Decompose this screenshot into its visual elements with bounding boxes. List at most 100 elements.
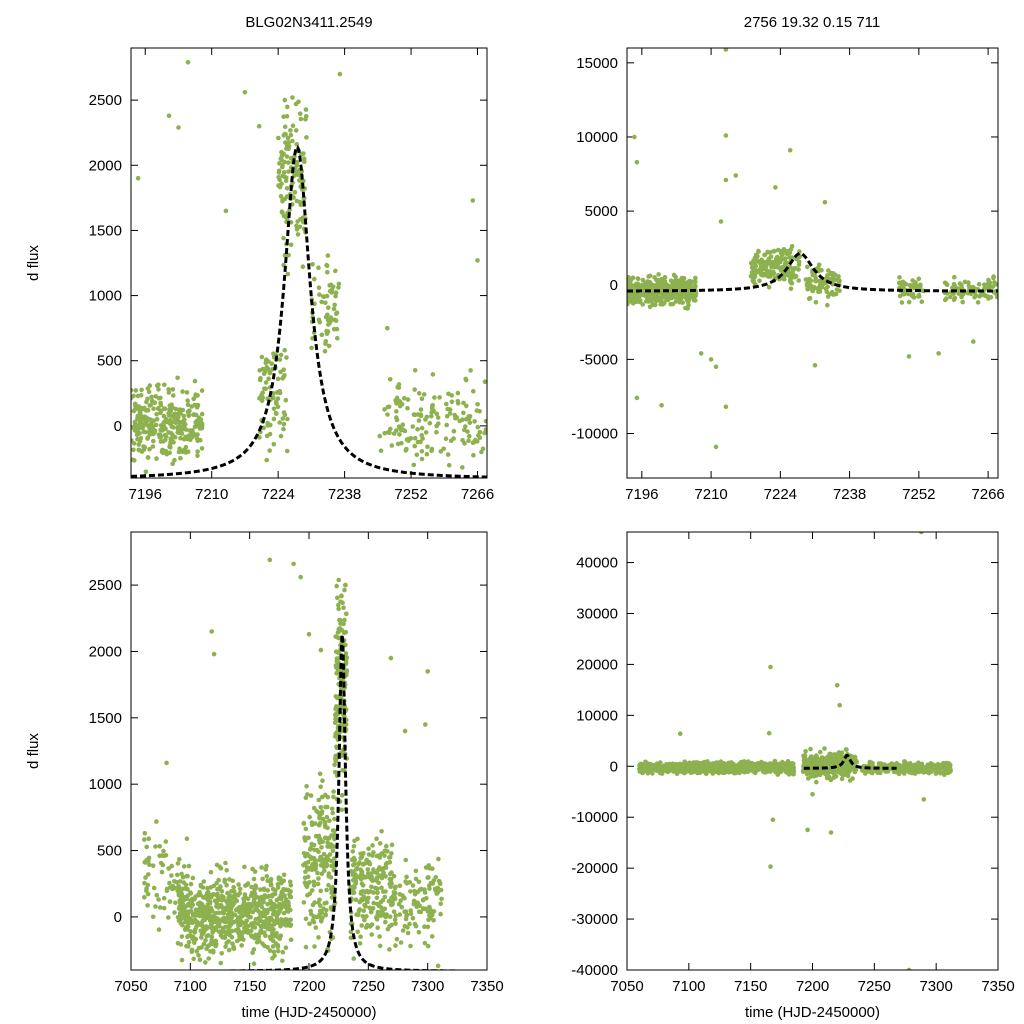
data-point — [788, 280, 793, 285]
data-point-outlier — [470, 198, 476, 203]
data-point — [184, 390, 190, 395]
data-point — [143, 408, 149, 413]
data-point — [404, 880, 410, 886]
data-point — [334, 744, 339, 750]
data-point — [188, 929, 193, 934]
data-point — [319, 794, 325, 800]
data-point — [213, 938, 219, 944]
data-point — [986, 284, 991, 289]
data-point — [169, 863, 174, 869]
data-point — [674, 278, 679, 283]
data-point — [313, 925, 319, 930]
data-point — [277, 388, 283, 394]
data-point — [483, 427, 487, 432]
data-point — [144, 888, 149, 893]
data-point — [281, 421, 287, 427]
data-point — [339, 721, 345, 727]
data-point — [212, 898, 218, 903]
data-point — [461, 410, 466, 416]
data-point-outlier — [733, 173, 739, 178]
data-point — [264, 364, 270, 370]
data-point — [180, 389, 185, 394]
data-point — [145, 903, 150, 908]
data-point — [412, 387, 418, 392]
data-point — [207, 914, 213, 920]
data-point — [239, 943, 244, 948]
data-point — [916, 276, 922, 282]
data-point — [988, 295, 994, 300]
data-point — [332, 302, 338, 308]
data-point — [226, 928, 232, 934]
data-point — [402, 896, 407, 901]
data-point — [805, 264, 810, 270]
data-point — [419, 886, 424, 892]
data-point — [646, 293, 651, 299]
data-point — [378, 899, 384, 905]
data-point — [395, 384, 400, 390]
data-point — [277, 357, 283, 362]
data-point — [288, 937, 294, 943]
y-tick-label: 1500 — [89, 222, 122, 239]
data-point — [141, 429, 147, 435]
data-point — [377, 841, 383, 846]
data-point — [311, 879, 317, 885]
data-point — [226, 947, 232, 953]
data-point — [348, 935, 354, 941]
data-point — [175, 375, 180, 381]
data-point — [366, 889, 371, 895]
data-point — [186, 915, 192, 921]
data-point — [801, 756, 807, 762]
data-point — [325, 312, 330, 318]
data-point — [327, 288, 333, 294]
data-point — [441, 446, 447, 452]
data-point — [435, 890, 441, 895]
data-point — [224, 868, 229, 873]
data-point — [294, 223, 299, 229]
data-point — [431, 909, 437, 914]
data-point — [282, 174, 287, 179]
data-point — [455, 390, 461, 396]
data-point — [332, 836, 337, 842]
data-point — [167, 880, 172, 886]
data-point — [302, 159, 307, 164]
data-point-outlier — [718, 219, 724, 224]
data-point — [402, 396, 407, 401]
data-point — [195, 893, 200, 898]
data-point — [251, 921, 256, 926]
data-point — [162, 382, 167, 388]
data-point-outlier — [256, 123, 262, 129]
data-point — [322, 820, 328, 825]
data-point — [303, 116, 308, 122]
data-point — [845, 773, 851, 779]
data-point — [301, 151, 306, 156]
data-point — [265, 894, 271, 900]
data-point — [446, 462, 452, 468]
data-point-outlier — [475, 258, 480, 263]
data-point-outlier — [810, 792, 815, 797]
data-point — [657, 282, 663, 287]
data-point-outlier — [822, 199, 828, 205]
data-point — [659, 295, 665, 300]
data-point-outlier — [185, 60, 191, 65]
data-point — [397, 399, 403, 404]
data-point — [164, 888, 170, 894]
data-point — [270, 911, 276, 917]
y-axis-label: d flux — [25, 733, 42, 769]
data-point — [239, 910, 244, 915]
data-point — [386, 404, 392, 410]
data-point — [131, 395, 134, 400]
data-point — [377, 943, 383, 949]
data-point — [643, 282, 648, 288]
data-point — [238, 919, 244, 924]
x-tick-label: 7250 — [352, 978, 385, 995]
data-point — [156, 387, 161, 392]
data-point — [251, 876, 257, 882]
data-point — [308, 908, 314, 914]
data-point — [218, 929, 224, 934]
data-point — [252, 907, 258, 912]
data-point — [163, 419, 168, 425]
title-left: BLG02N3411.2549 — [245, 14, 372, 31]
data-point — [280, 949, 286, 955]
data-point — [796, 267, 801, 272]
data-point — [439, 896, 444, 902]
